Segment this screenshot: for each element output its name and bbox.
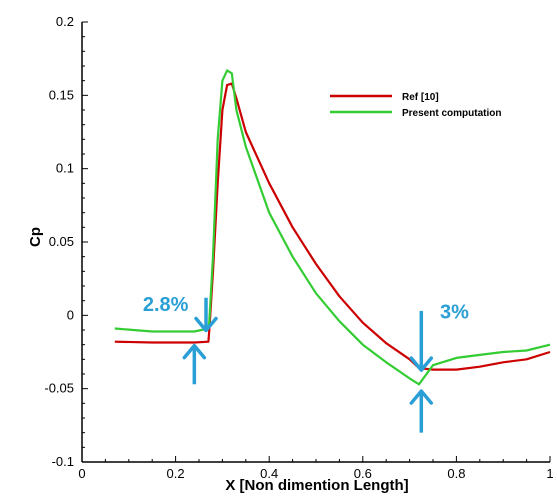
legend-label-ref: Ref [10] (402, 92, 439, 103)
legend: Ref [10] Present computation (330, 92, 501, 119)
arrow-head-1 (182, 343, 207, 360)
arrow-head-3 (409, 389, 434, 405)
legend-label-present: Present computation (402, 108, 501, 119)
y-tick-label: 0.15 (49, 87, 74, 102)
x-axis-label: X [Non dimention Length] (225, 477, 408, 494)
y-tick-label: 0 (67, 307, 74, 322)
series-line-0 (114, 82, 551, 371)
annotation-label-1: 3% (440, 301, 469, 323)
arrow-head-0 (194, 316, 218, 333)
y-tick-label: 0.1 (56, 161, 74, 176)
y-tick-label: 0.05 (49, 234, 74, 249)
x-tick-label: 0.8 (447, 466, 465, 481)
y-axis-label: Cp (27, 227, 44, 247)
arrow-head-2 (409, 356, 434, 372)
annotations-layer: 2.8% 3% (143, 294, 469, 433)
y-tick-label: 0.2 (56, 14, 74, 29)
y-tick-label: -0.05 (44, 381, 74, 396)
x-tick-label: 0.2 (167, 466, 185, 481)
x-tick-label: 1 (546, 466, 553, 481)
x-tick-label: 0.4 (260, 466, 278, 481)
x-tick-label: 0.6 (354, 466, 372, 481)
y-tick-label: -0.1 (52, 454, 74, 469)
x-tick-label: 0 (78, 466, 85, 481)
annotation-label-0: 2.8% (143, 294, 189, 316)
axes: 0 0.2 0.4 0.6 0.8 1 -0.1 -0.05 0 0.05 0.1 0.15 0.2 (44, 14, 553, 481)
